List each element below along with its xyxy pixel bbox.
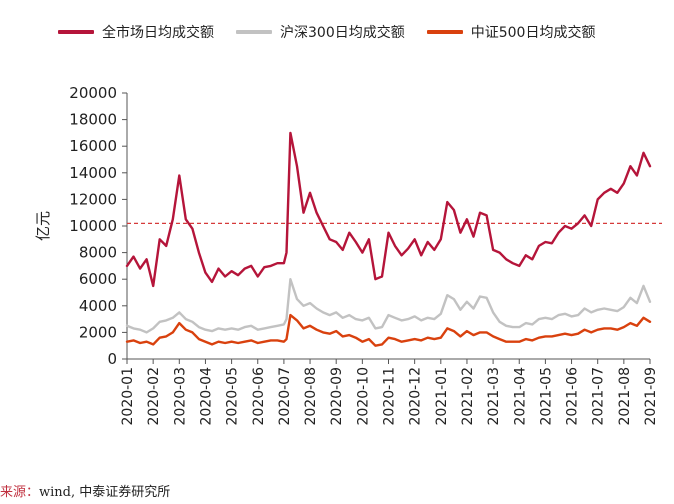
x-tick-label: 2020-11 — [382, 367, 398, 426]
x-tick-label: 2021-04 — [512, 367, 528, 426]
y-tick-label: 6000 — [79, 270, 117, 288]
x-tick-label: 2020-01 — [120, 367, 136, 426]
legend-label-zz500: 中证500日均成交额 — [470, 25, 596, 41]
legend-swatch-all-market — [58, 30, 94, 34]
x-tick-label: 2021-01 — [434, 367, 450, 426]
y-tick-label: 12000 — [69, 190, 117, 208]
x-tick-label: 2021-07 — [591, 367, 607, 426]
x-tick-label: 2021-08 — [617, 367, 633, 426]
x-tick-label: 2020-09 — [329, 367, 345, 426]
y-tick-label: 20000 — [69, 84, 117, 102]
legend-item-zz500: 中证500日均成交额 — [426, 22, 596, 42]
legend-item-hs300: 沪深300日均成交额 — [236, 22, 405, 42]
legend-label-hs300: 沪深300日均成交额 — [280, 25, 405, 41]
source-note: 来源：wind, 中泰证券研究所 — [0, 481, 170, 500]
y-tick-label: 10000 — [69, 217, 117, 235]
y-tick-label: 8000 — [79, 244, 117, 262]
x-tick-label: 2021-02 — [460, 367, 476, 426]
x-tick-label: 2020-08 — [303, 367, 319, 426]
x-tick-label: 2020-06 — [251, 367, 267, 426]
legend-swatch-zz500 — [426, 30, 463, 34]
legend: 全市场日均成交额 沪深300日均成交额 中证500日均成交额 — [58, 22, 595, 42]
x-tick-label: 2020-12 — [408, 367, 424, 426]
legend-label-all-market: 全市场日均成交额 — [102, 25, 214, 41]
y-tick-label: 2000 — [79, 323, 117, 341]
x-tick-label: 2021-06 — [565, 367, 581, 426]
y-tick-label: 0 — [107, 350, 117, 368]
x-tick-label: 2021-05 — [538, 367, 554, 426]
y-tick-label: 14000 — [69, 164, 117, 182]
x-tick-label: 2021-09 — [643, 367, 659, 426]
y-tick-label: 16000 — [69, 137, 117, 155]
source-label: 来源： — [0, 485, 40, 500]
y-tick-label: 18000 — [69, 111, 117, 129]
x-tick-label: 2020-05 — [225, 367, 241, 426]
series-line-all-market — [125, 131, 652, 288]
x-tick-label: 2020-04 — [198, 367, 214, 426]
legend-swatch-hs300 — [236, 30, 272, 34]
x-tick-label: 2020-03 — [172, 367, 188, 426]
x-tick-label: 2020-02 — [146, 367, 162, 426]
series-line-zz500 — [125, 313, 652, 347]
x-tick-label: 2021-03 — [486, 367, 502, 426]
y-axis-label: 亿元 — [34, 211, 52, 241]
legend-item-all-market: 全市场日均成交额 — [58, 22, 214, 42]
x-tick-label: 2020-10 — [355, 367, 371, 426]
series-line-hs300 — [125, 278, 652, 334]
source-text: wind, 中泰证券研究所 — [39, 485, 171, 500]
x-tick-label: 2020-07 — [277, 367, 293, 426]
y-tick-label: 4000 — [79, 297, 117, 315]
